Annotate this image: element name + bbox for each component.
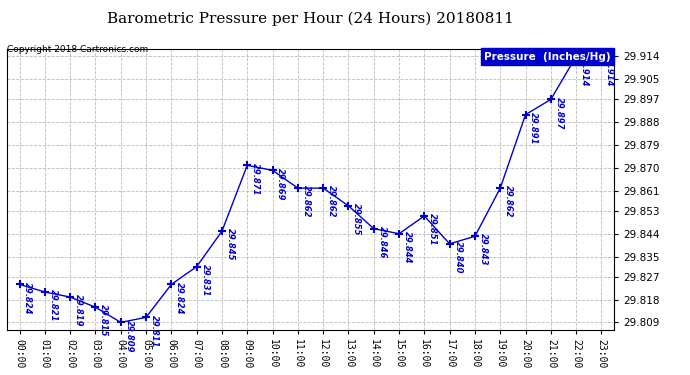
Text: 29.844: 29.844 — [403, 231, 412, 264]
Text: 29.897: 29.897 — [555, 97, 564, 129]
Text: 29.821: 29.821 — [49, 289, 58, 322]
Text: Copyright 2018 Cartronics.com: Copyright 2018 Cartronics.com — [7, 45, 148, 54]
Text: 29.846: 29.846 — [377, 226, 386, 258]
Text: 29.809: 29.809 — [125, 320, 134, 352]
Text: 29.862: 29.862 — [327, 185, 336, 218]
Text: Pressure  (Inches/Hg): Pressure (Inches/Hg) — [484, 52, 611, 62]
Text: 29.824: 29.824 — [175, 282, 184, 314]
Text: 29.871: 29.871 — [251, 162, 260, 195]
Text: 29.869: 29.869 — [277, 168, 286, 200]
Text: 29.845: 29.845 — [226, 228, 235, 261]
Text: 29.824: 29.824 — [23, 282, 32, 314]
Text: 29.891: 29.891 — [529, 112, 538, 144]
Text: 29.840: 29.840 — [453, 241, 462, 274]
Text: 29.862: 29.862 — [302, 185, 310, 218]
Text: 29.862: 29.862 — [504, 185, 513, 218]
Text: 29.819: 29.819 — [74, 294, 83, 327]
Text: 29.914: 29.914 — [605, 54, 614, 86]
Text: 29.914: 29.914 — [580, 54, 589, 86]
Text: 29.811: 29.811 — [150, 315, 159, 347]
Text: 29.815: 29.815 — [99, 304, 108, 337]
Text: 29.851: 29.851 — [428, 213, 437, 246]
Text: 29.855: 29.855 — [353, 203, 362, 236]
Text: 29.843: 29.843 — [479, 234, 488, 266]
Text: Barometric Pressure per Hour (24 Hours) 20180811: Barometric Pressure per Hour (24 Hours) … — [107, 11, 514, 26]
Text: 29.831: 29.831 — [201, 264, 210, 296]
